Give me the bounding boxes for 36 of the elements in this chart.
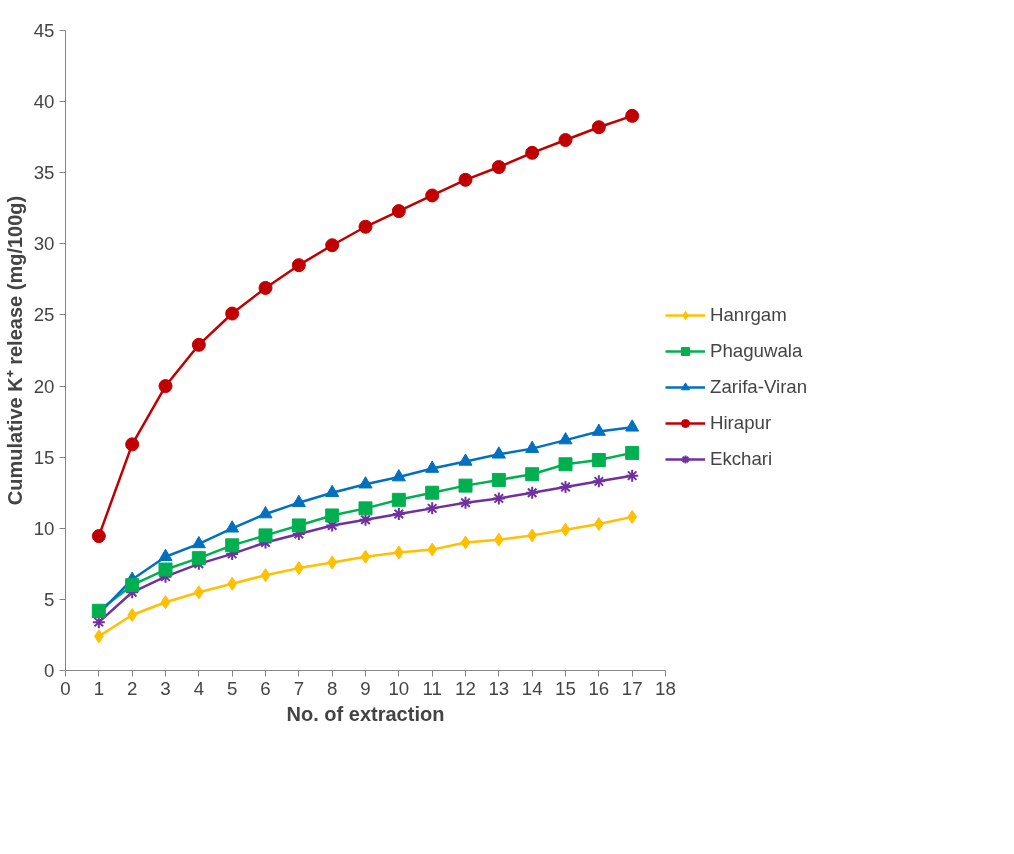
x-tick-label: 17 — [621, 677, 643, 699]
y-axis-title: Cumulative K⁺ release (mg/100g) — [3, 195, 26, 506]
x-tick-label: 13 — [488, 677, 510, 699]
x-tick-label: 5 — [226, 677, 238, 699]
x-tick-label: 3 — [160, 677, 171, 699]
y-tick-label: 45 — [33, 20, 55, 41]
y-tick-label: 10 — [33, 517, 55, 539]
y-tick-label: 25 — [33, 304, 55, 326]
legend-label: Hirapur — [710, 412, 772, 434]
x-tick-label: 16 — [588, 677, 610, 699]
y-tick-label: 20 — [33, 375, 55, 397]
x-tick-label: 18 — [655, 677, 676, 699]
x-tick-label: 0 — [60, 677, 71, 699]
x-tick-label: 4 — [193, 677, 205, 699]
x-tick-label: 10 — [388, 677, 410, 699]
legend-label: Ekchari — [710, 448, 773, 470]
y-tick-label: 0 — [44, 660, 55, 681]
x-tick-label: 15 — [555, 677, 576, 699]
x-tick-label: 6 — [260, 677, 271, 699]
legend-label: Zarifa-Viran — [710, 376, 808, 398]
x-tick-label: 7 — [293, 677, 305, 699]
x-tick-label: 2 — [126, 677, 138, 699]
x-tick-label: 11 — [422, 677, 442, 699]
y-tick-label: 40 — [33, 91, 55, 113]
x-tick-label: 9 — [360, 677, 371, 699]
legend-label: Phaguwala — [710, 340, 803, 362]
x-axis-title: No. of extraction — [286, 702, 445, 725]
x-tick-label: 1 — [93, 677, 105, 699]
x-tick-label: 8 — [326, 677, 338, 699]
y-tick-label: 5 — [44, 588, 55, 610]
y-tick-label: 30 — [33, 233, 55, 255]
y-tick-label: 15 — [33, 446, 55, 468]
legend-label: Hanrgam — [710, 304, 787, 326]
x-tick-label: 12 — [455, 677, 476, 699]
y-tick-label: 35 — [33, 162, 55, 184]
x-tick-label: 14 — [521, 677, 543, 699]
